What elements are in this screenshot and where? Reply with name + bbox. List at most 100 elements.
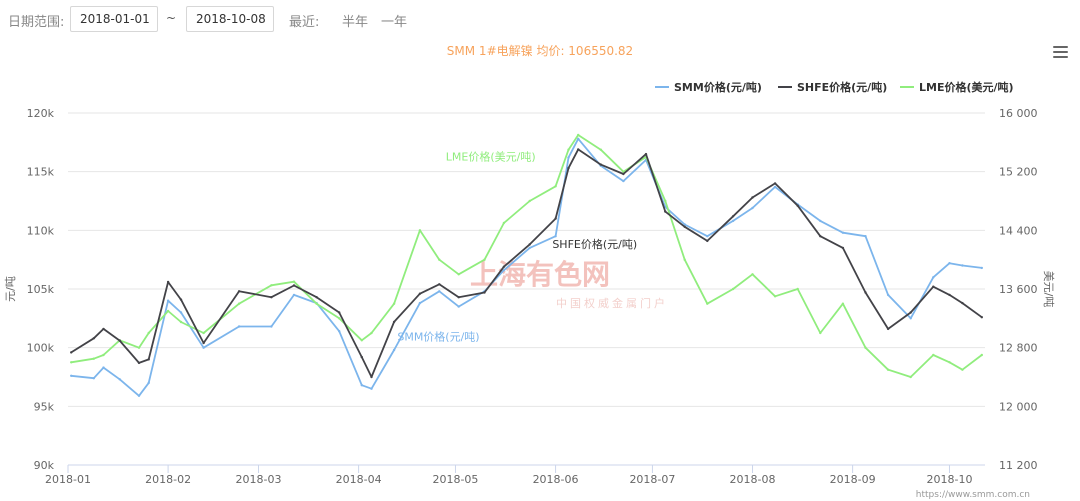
data-point-smm [102, 366, 105, 369]
y-right-tick-label: 11 200 [999, 459, 1038, 472]
y-left-tick-label: 105k [27, 283, 55, 296]
y-left-tick-label: 95k [34, 400, 55, 413]
data-point-lme [370, 331, 373, 335]
data-point-smm [370, 387, 373, 390]
y-right-tick-label: 12 000 [999, 400, 1038, 413]
data-point-shfe [664, 210, 667, 213]
series-lines: SMM价格(元/吨) LME价格(美元/吨) SHFE价格(元/吨) [70, 133, 983, 397]
data-point-shfe [70, 351, 73, 354]
start-date-input[interactable]: 2018-01-01 [70, 6, 158, 32]
data-point-lme [137, 346, 141, 349]
data-point-shfe [644, 152, 648, 156]
data-point-smm [841, 231, 845, 234]
data-point-smm [360, 384, 363, 387]
data-point-shfe [577, 148, 580, 151]
data-point-lme [360, 339, 363, 342]
half-year-button[interactable]: 半年 [342, 15, 369, 30]
y-right-tick-label: 15 200 [999, 166, 1038, 179]
data-point-lme [528, 199, 531, 203]
legend-label: LME价格(美元/吨) [919, 80, 1014, 94]
data-point-shfe [102, 327, 105, 331]
data-point-lme [179, 320, 183, 324]
data-point-shfe [92, 337, 96, 340]
date-range-toolbar: 日期范围: 2018-01-01 ~ 2018-10-08 最近: 半年 一年 [0, 0, 1080, 40]
data-point-lme [796, 287, 799, 291]
data-point-lme [948, 361, 951, 364]
series-inline-label: SMM价格(元/吨) [397, 330, 479, 344]
data-point-lme [237, 302, 241, 305]
data-point-shfe [961, 301, 964, 305]
data-point-smm [202, 346, 205, 349]
y-left-tick-label: 100k [27, 342, 55, 355]
date-range-label: 日期范围: [8, 15, 65, 30]
recent-label: 最近: [289, 15, 320, 30]
data-point-lme [554, 185, 557, 188]
data-point-shfe [166, 280, 170, 284]
x-tick-label: 2018-05 [432, 473, 478, 486]
data-point-smm [237, 325, 241, 328]
legend-label: SMM价格(元/吨) [674, 80, 762, 94]
nickel-price-chart: 上海有色网 中国权威金属门户 SMM价格(元/吨) LME价格(美元/吨) SHFE… [4, 44, 1055, 500]
y-left-tick-label: 115k [27, 166, 55, 179]
x-tick-label: 2018-01 [45, 473, 91, 486]
data-point-smm [92, 377, 96, 380]
data-point-smm [554, 235, 557, 238]
data-point-lme [70, 361, 73, 364]
y-left-tick-label: 120k [27, 107, 55, 120]
data-point-smm [909, 317, 912, 320]
data-point-shfe [370, 375, 373, 379]
data-point-lme [841, 302, 845, 305]
data-point-lme [773, 295, 777, 298]
x-tick-label: 2018-03 [236, 473, 282, 486]
data-point-lme [706, 302, 709, 305]
x-tick-label: 2018-08 [730, 473, 776, 486]
data-point-lme [751, 273, 754, 276]
data-point-shfe [438, 283, 441, 286]
data-point-smm [137, 394, 141, 397]
data-point-lme [502, 221, 506, 225]
data-point-shfe [202, 341, 205, 345]
data-point-lme [886, 368, 890, 371]
data-point-smm [179, 311, 183, 314]
data-point-lme [909, 375, 912, 379]
x-tick-label: 2018-06 [533, 473, 579, 486]
data-point-smm [819, 219, 822, 223]
data-point-smm [864, 235, 867, 238]
data-point-smm [731, 219, 735, 223]
series-inline-label: SHFE价格(元/吨) [552, 237, 637, 251]
data-point-lme [102, 353, 105, 357]
data-point-smm [683, 223, 686, 226]
data-point-shfe [270, 296, 273, 299]
data-point-shfe [622, 172, 625, 176]
data-point-shfe [948, 293, 951, 297]
x-tick-label: 2018-09 [830, 473, 876, 486]
data-point-smm [528, 246, 531, 250]
data-point-smm [567, 156, 570, 159]
end-date-input[interactable]: 2018-10-08 [186, 6, 274, 32]
y-left-axis-title: 元/吨 [4, 276, 17, 302]
data-point-lme [683, 258, 686, 261]
watermark-text: 上海有色网 [470, 258, 610, 291]
data-point-lme [932, 353, 935, 357]
data-point-lme [147, 331, 150, 335]
data-point-shfe [315, 296, 318, 299]
data-point-lme [338, 317, 341, 320]
hamburger-menu-icon[interactable] [1053, 46, 1068, 60]
watermark-subtext: 中国权威金属门户 [556, 296, 668, 310]
data-point-shfe [392, 320, 396, 324]
data-point-shfe [683, 225, 686, 228]
data-point-shfe [147, 358, 150, 361]
data-point-lme [864, 346, 867, 349]
data-point-shfe [118, 339, 121, 342]
data-point-lme [483, 258, 486, 261]
y-right-tick-label: 14 400 [999, 224, 1038, 237]
data-point-smm [70, 374, 73, 377]
data-point-shfe [731, 215, 735, 218]
data-point-shfe [237, 290, 241, 293]
data-point-lme [599, 148, 602, 151]
y-right-axis-title: 美元/吨 [1042, 271, 1055, 308]
data-point-smm [392, 348, 396, 352]
y-right-tick-label: 12 800 [999, 342, 1038, 355]
one-year-button[interactable]: 一年 [381, 15, 408, 30]
data-point-shfe [932, 285, 935, 288]
